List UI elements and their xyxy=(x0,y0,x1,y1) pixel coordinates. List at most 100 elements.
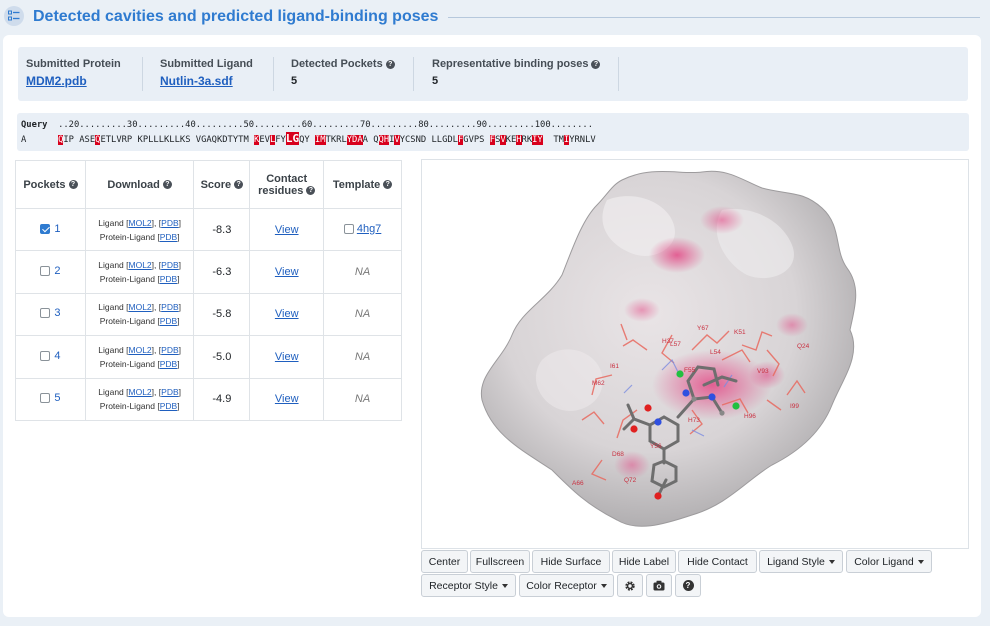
template-na: NA xyxy=(354,308,371,321)
score-cell: -5.8 xyxy=(193,292,251,337)
hide-label-button[interactable]: Hide Label xyxy=(612,550,676,573)
help-icon[interactable]: ? xyxy=(162,180,172,189)
view-contacts-link[interactable]: View xyxy=(274,393,299,406)
residue-label: H37 xyxy=(662,338,674,345)
sequence-residues: QIP ASEQETLVRP KPLLLKLLKS VGAQKDTYTM KEV… xyxy=(58,132,596,145)
view-contacts-link[interactable]: View xyxy=(274,308,299,321)
ligand-mol2-link[interactable]: MOL2 xyxy=(128,217,152,228)
contact-cell: View xyxy=(249,377,325,421)
camera-icon xyxy=(653,580,665,591)
chain-label: A xyxy=(21,135,27,145)
question-icon: ? xyxy=(682,580,694,591)
screenshot-button[interactable] xyxy=(646,574,672,597)
download-cell: Ligand [MOL2], [PDB] Protein-Ligand [PDB] xyxy=(84,207,195,252)
pocket-select[interactable]: 5 xyxy=(40,392,60,404)
pocket-select[interactable]: 4 xyxy=(40,350,60,362)
score-value: -8.3 xyxy=(212,223,232,236)
pocket-checkbox[interactable] xyxy=(40,308,51,319)
residue-label: Q24 xyxy=(797,343,810,350)
help-button[interactable]: ? xyxy=(675,574,701,597)
view-contacts-link[interactable]: View xyxy=(274,223,299,236)
ligand-pdb-link[interactable]: PDB xyxy=(161,387,179,398)
hide-surface-button[interactable]: Hide Surface xyxy=(532,550,610,573)
ligand-mol2-link[interactable]: MOL2 xyxy=(128,302,152,313)
view-contacts-link[interactable]: View xyxy=(274,350,299,363)
pocket-cell: 4 xyxy=(15,335,86,379)
complex-pdb-link[interactable]: PDB xyxy=(159,358,178,369)
template-link[interactable]: 4hg7 xyxy=(343,223,381,235)
residue-label: Q72 xyxy=(624,477,637,484)
table-row: 4 Ligand [MOL2], [PDB] Protein-Ligand [PD… xyxy=(15,335,402,379)
residue-label: L57 xyxy=(670,341,681,348)
help-icon[interactable]: ? xyxy=(306,186,316,195)
sequence-ruler-row: Query ..20.........30.........40........… xyxy=(21,120,593,130)
complex-pdb-link[interactable]: PDB xyxy=(159,274,178,285)
pocket-checkbox[interactable] xyxy=(40,266,51,277)
sequence-row: A QIP ASEQETLVRP KPLLLKLLKS VGAQKDTYTM K… xyxy=(21,132,596,145)
protein-file-link[interactable]: MDM2.pdb xyxy=(26,74,87,88)
center-button[interactable]: Center xyxy=(421,550,468,573)
pocket-select[interactable]: 2 xyxy=(40,265,60,277)
template-na: NA xyxy=(354,350,371,363)
contact-cell: View xyxy=(249,250,325,294)
download-ligand: Ligand [MOL2], [PDB] xyxy=(98,260,182,271)
residue-label: A66 xyxy=(572,480,584,487)
complex-pdb-link[interactable]: PDB xyxy=(159,231,178,242)
ligand-mol2-link[interactable]: MOL2 xyxy=(128,260,152,271)
download-cell: Ligand [MOL2], [PDB] Protein-Ligand [PDB] xyxy=(84,377,195,421)
ligand-pdb-link[interactable]: PDB xyxy=(161,260,179,271)
ligand-mol2-link[interactable]: MOL2 xyxy=(128,344,152,355)
help-icon[interactable]: ? xyxy=(591,59,601,69)
complex-pdb-link[interactable]: PDB xyxy=(159,316,178,327)
residue-label: H73 xyxy=(688,417,700,424)
summary-ligand: Submitted Ligand Nutlin-3a.sdf xyxy=(160,58,253,92)
pocket-select[interactable]: 3 xyxy=(40,307,60,319)
help-icon[interactable]: ? xyxy=(385,59,395,69)
score-cell: -8.3 xyxy=(193,207,251,252)
pocket-checkbox[interactable] xyxy=(40,223,51,234)
color-ligand-dropdown[interactable]: Color Ligand xyxy=(846,550,932,573)
color-receptor-dropdown[interactable]: Color Receptor xyxy=(519,574,614,597)
molecule-viewer[interactable]: I61 K51 Q24 L54 I99 Y67 M62 H96 H73 L57 V93 F55 D68 A… xyxy=(421,159,969,549)
residue-label: I99 xyxy=(790,403,799,410)
summary-poses-label: Representative binding poses xyxy=(432,58,589,70)
molecule-surface-render: I61 K51 Q24 L54 I99 Y67 M62 H96 H73 L57 V93 F55 D68 A… xyxy=(480,170,857,527)
view-contacts-link[interactable]: View xyxy=(274,266,299,279)
ligand-pdb-link[interactable]: PDB xyxy=(161,217,179,228)
download-cell: Ligand [MOL2], [PDB] Protein-Ligand [PDB] xyxy=(84,250,195,294)
pocket-id: 2 xyxy=(54,265,61,278)
table-row: 2 Ligand [MOL2], [PDB] Protein-Ligand [PD… xyxy=(15,250,402,294)
download-complex: Protein-Ligand [PDB] xyxy=(99,401,180,412)
help-icon[interactable]: ? xyxy=(234,180,244,189)
summary-divider xyxy=(413,57,414,91)
summary-poses: Representative binding poses? 5 xyxy=(432,58,601,92)
download-ligand: Ligand [MOL2], [PDB] xyxy=(98,344,182,355)
template-checkbox[interactable] xyxy=(343,223,354,234)
settings-button[interactable] xyxy=(617,574,643,597)
ligand-style-dropdown[interactable]: Ligand Style xyxy=(759,550,843,573)
summary-pockets-value: 5 xyxy=(291,75,298,87)
pocket-checkbox[interactable] xyxy=(40,393,51,404)
residue-label: Y56 xyxy=(650,443,662,450)
pocket-checkbox[interactable] xyxy=(40,350,51,361)
ligand-file-link[interactable]: Nutlin-3a.sdf xyxy=(160,74,233,88)
score-value: -5.0 xyxy=(212,350,232,363)
ligand-pdb-link[interactable]: PDB xyxy=(161,302,179,313)
receptor-style-dropdown[interactable]: Receptor Style xyxy=(421,574,516,597)
help-icon[interactable]: ? xyxy=(383,180,393,189)
fullscreen-button[interactable]: Fullscreen xyxy=(470,550,530,573)
ligand-mol2-link[interactable]: MOL2 xyxy=(128,387,152,398)
hide-contact-button[interactable]: Hide Contact xyxy=(678,550,757,573)
query-label: Query xyxy=(21,120,48,130)
ligand-pdb-link[interactable]: PDB xyxy=(161,344,179,355)
pocket-select[interactable]: 1 xyxy=(40,223,60,235)
contact-cell: View xyxy=(249,292,325,337)
template-cell: NA xyxy=(323,377,402,421)
table-row: 1 Ligand [MOL2], [PDB] Protein-Ligand [PD… xyxy=(15,207,402,252)
template-na: NA xyxy=(354,393,371,406)
summary-divider xyxy=(142,57,143,91)
complex-pdb-link[interactable]: PDB xyxy=(159,401,178,412)
col-pockets: Pockets? xyxy=(15,160,86,209)
caret-down-icon xyxy=(917,559,924,564)
help-icon[interactable]: ? xyxy=(68,180,78,189)
